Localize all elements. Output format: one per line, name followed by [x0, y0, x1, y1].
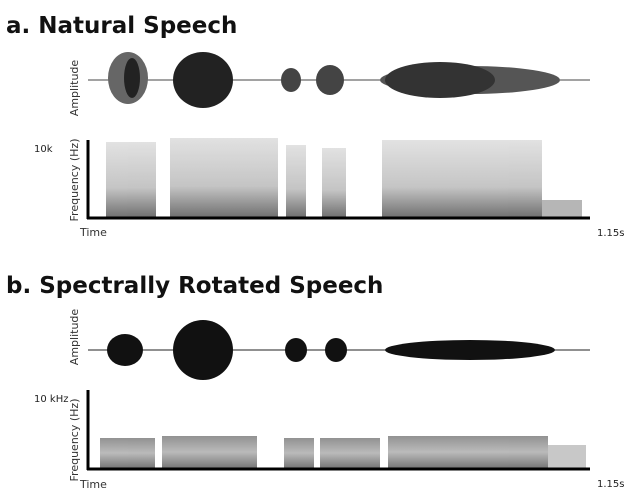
panel-b: b. Spectrally Rotated Speech Amplitude 1…	[6, 273, 624, 491]
amplitude-label: Amplitude	[68, 309, 81, 366]
amplitude-label: Amplitude	[68, 60, 81, 117]
panel-title: a. Natural Speech	[6, 13, 237, 39]
time-label: Time	[79, 226, 107, 239]
frequency-label: Frequency (Hz)	[68, 399, 81, 482]
spectrogram	[100, 436, 586, 468]
freq-max-label: 10 kHz	[34, 394, 68, 405]
waveform	[88, 52, 590, 108]
figure: a. Natural Speech Amplitude 10k Frequenc…	[0, 0, 631, 495]
time-label: Time	[79, 478, 107, 491]
waveform	[88, 320, 590, 380]
time-end-label: 1.15s	[597, 479, 624, 490]
freq-max-label: 10k	[34, 144, 53, 155]
frequency-label: Frequency (Hz)	[68, 139, 81, 222]
time-end-label: 1.15s	[597, 228, 624, 239]
panel-title: b. Spectrally Rotated Speech	[6, 273, 383, 299]
panel-a: a. Natural Speech Amplitude 10k Frequenc…	[6, 13, 624, 239]
spectrogram	[106, 138, 582, 218]
